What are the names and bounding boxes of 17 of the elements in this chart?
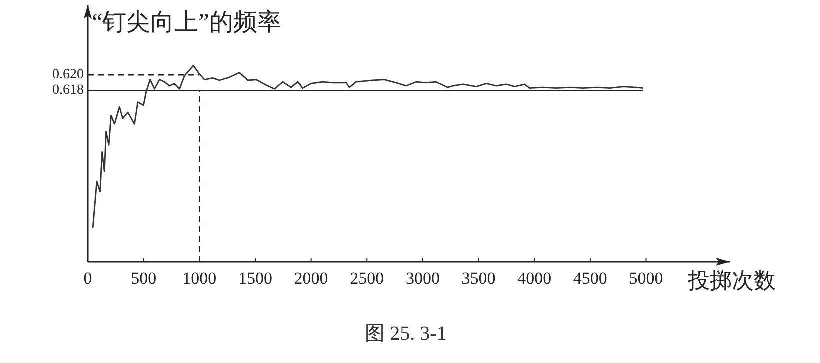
y-tick-label: 0.618 <box>52 83 84 98</box>
x-tick-label: 500 <box>131 269 157 288</box>
caption: 图 25. 3-1 <box>365 323 447 345</box>
x-tick-label: 4500 <box>573 269 608 288</box>
x-tick-label: 3000 <box>406 269 440 288</box>
x-tick-label: 0 <box>84 269 92 288</box>
x-tick-label: 1500 <box>238 269 272 288</box>
x-tick-label: 5000 <box>629 269 664 288</box>
x-tick-label: 2500 <box>350 269 384 288</box>
x-axis-title: 投掷次数 <box>687 268 776 293</box>
y-axis-title: “钉尖向上”的频率 <box>92 9 282 36</box>
x-tick-label: 2000 <box>294 269 328 288</box>
x-tick-label: 4000 <box>518 269 552 288</box>
line-series <box>92 65 644 230</box>
y-tick-label: 0.620 <box>52 68 84 83</box>
x-tick-label: 1000 <box>182 269 217 288</box>
x-tick-label: 3500 <box>462 269 496 288</box>
